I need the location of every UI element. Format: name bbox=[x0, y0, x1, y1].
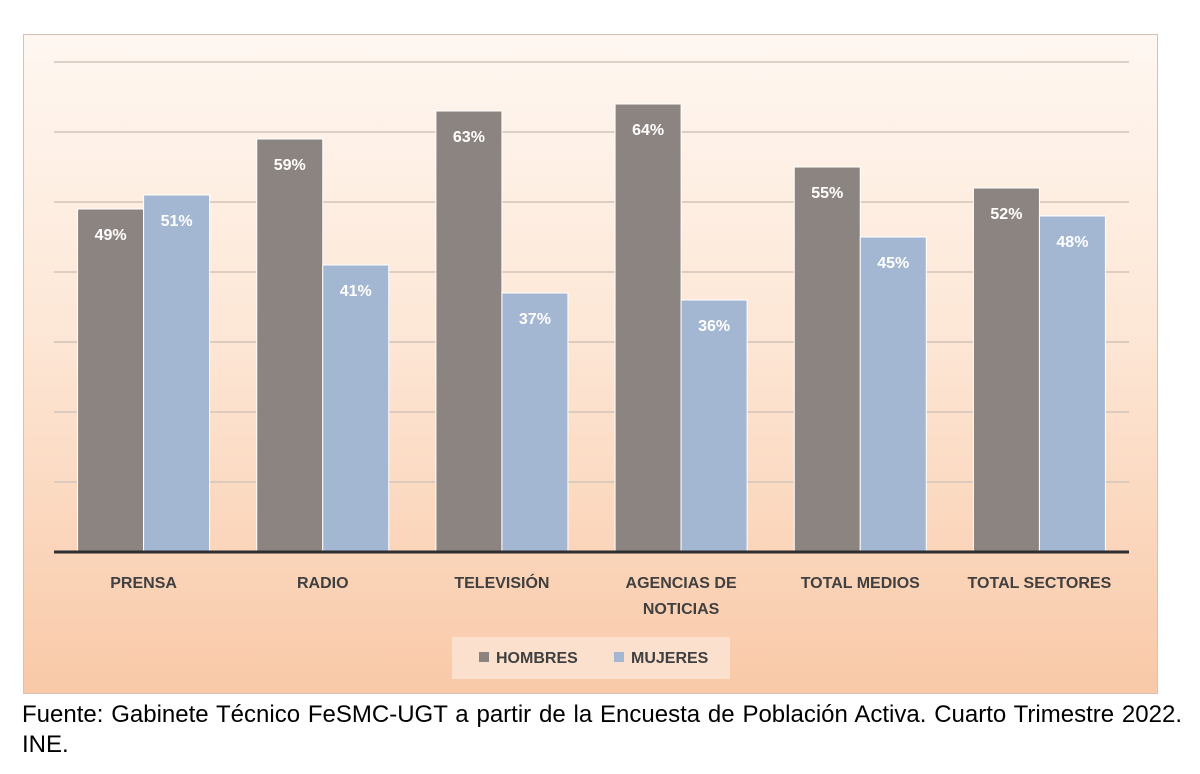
data-label: 63% bbox=[453, 129, 485, 146]
data-label: 55% bbox=[811, 185, 843, 202]
legend-swatch-mujeres bbox=[614, 652, 624, 662]
data-label: 52% bbox=[990, 206, 1022, 223]
bar-hombres bbox=[793, 166, 861, 553]
bar-mujeres bbox=[501, 292, 569, 553]
data-label: 41% bbox=[340, 283, 372, 300]
bar-hombres bbox=[77, 208, 145, 553]
data-label: 37% bbox=[519, 311, 551, 328]
data-label: 51% bbox=[161, 213, 193, 230]
bar-hombres bbox=[972, 187, 1040, 553]
data-label: 49% bbox=[95, 227, 127, 244]
bar-mujeres bbox=[322, 264, 390, 553]
category-label: RADIO bbox=[297, 575, 349, 592]
bar-hombres bbox=[614, 103, 682, 553]
category-label: AGENCIAS DE bbox=[626, 575, 737, 592]
bar-mujeres bbox=[143, 194, 211, 553]
bar-chart: 49% 51% PRENSA 59% 41% RADIO 63% 37% TELEVISIÓN 6… bbox=[54, 61, 1129, 679]
bar-hombres bbox=[435, 110, 503, 553]
legend-swatch-hombres bbox=[479, 652, 489, 662]
bar-hombres bbox=[256, 138, 324, 553]
bar-mujeres bbox=[680, 299, 748, 553]
category-label: NOTICIAS bbox=[643, 601, 720, 618]
category-label: TOTAL SECTORES bbox=[968, 575, 1112, 592]
bar-mujeres bbox=[859, 236, 927, 553]
category-label: PRENSA bbox=[110, 575, 177, 592]
bar-mujeres bbox=[1038, 215, 1106, 553]
data-label: 64% bbox=[632, 122, 664, 139]
chart-area: 49% 51% PRENSA 59% 41% RADIO 63% 37% TELEVISIÓN 6… bbox=[23, 34, 1158, 694]
category-label: TOTAL MEDIOS bbox=[801, 575, 920, 592]
source-note: Fuente: Gabinete Técnico FeSMC-UGT a par… bbox=[22, 701, 1182, 758]
data-label: 59% bbox=[274, 157, 306, 174]
data-label: 45% bbox=[877, 255, 909, 272]
legend-label: MUJERES bbox=[631, 650, 709, 667]
category-label: TELEVISIÓN bbox=[454, 573, 549, 592]
legend-box bbox=[452, 637, 730, 679]
legend-label: HOMBRES bbox=[496, 650, 578, 667]
data-label: 48% bbox=[1056, 234, 1088, 251]
data-label: 36% bbox=[698, 318, 730, 335]
